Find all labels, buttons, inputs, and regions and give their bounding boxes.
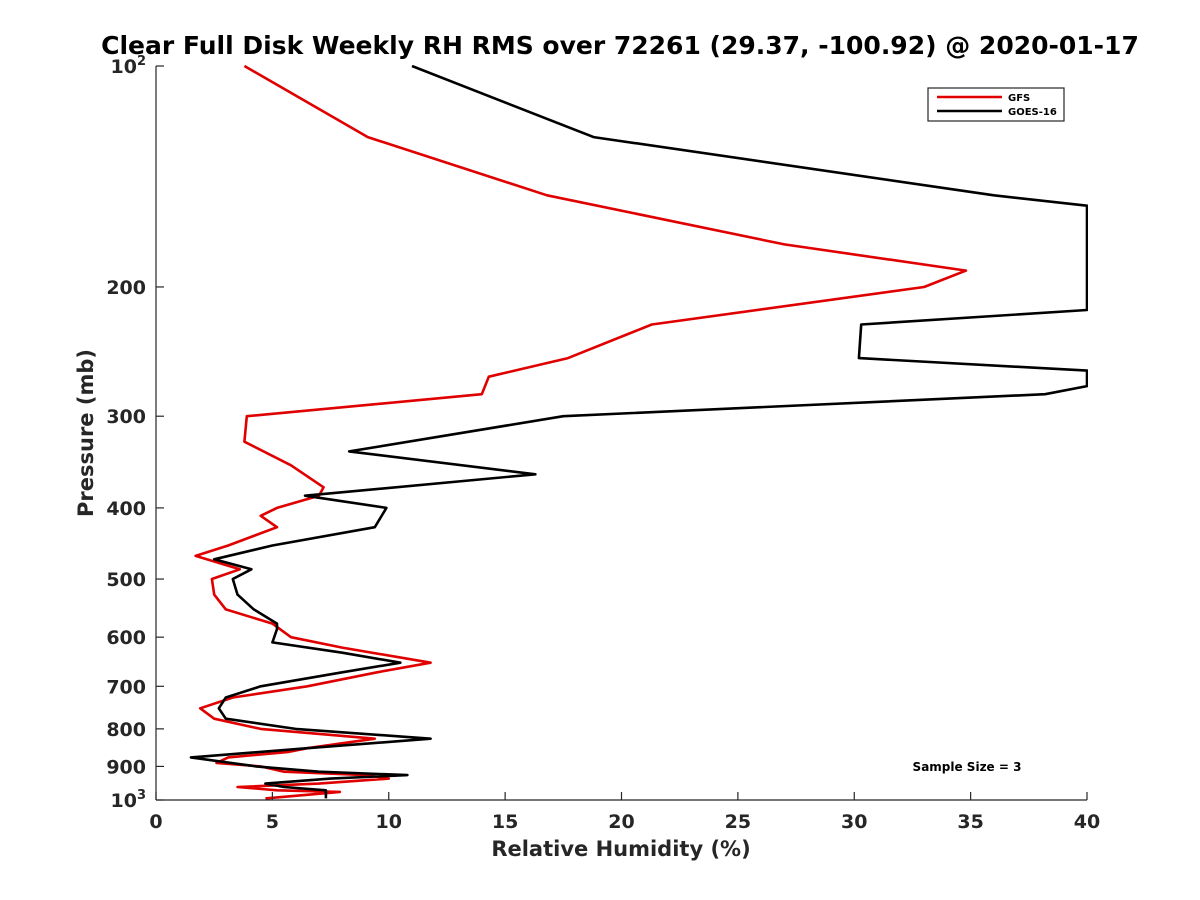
series-line-gfs bbox=[194, 65, 968, 800]
y-ticks: 102 200 300 400 500 600 700 800 900 103 bbox=[106, 54, 164, 812]
x-ticks: 0 5 10 15 20 25 30 35 40 bbox=[149, 792, 1100, 833]
x-axis-label: Relative Humidity (%) bbox=[491, 837, 750, 861]
x-tick-label: 25 bbox=[725, 811, 751, 833]
legend-box bbox=[927, 87, 1065, 122]
legend-label-goes16: GOES-16 bbox=[1008, 107, 1057, 118]
y-tick-label: 500 bbox=[106, 569, 146, 591]
x-tick-label: 20 bbox=[608, 811, 634, 833]
y-tick-label: 102 bbox=[111, 54, 147, 78]
sample-size-annotation: Sample Size = 3 bbox=[913, 760, 1022, 774]
x-tick-label: 30 bbox=[841, 811, 867, 833]
chart-title: Clear Full Disk Weekly RH RMS over 72261… bbox=[101, 31, 1139, 60]
x-tick-label: 0 bbox=[149, 811, 162, 833]
y-tick-label: 103 bbox=[111, 788, 147, 812]
y-tick-label: 600 bbox=[106, 627, 146, 649]
legend: GFS GOES-16 bbox=[927, 87, 1065, 122]
series-line-goes-16 bbox=[189, 65, 1088, 799]
y-tick-label: 900 bbox=[106, 756, 146, 778]
legend-label-gfs: GFS bbox=[1008, 93, 1030, 104]
x-tick-label: 15 bbox=[492, 811, 518, 833]
y-tick-label: 700 bbox=[106, 676, 146, 698]
plot-area bbox=[189, 65, 1088, 800]
y-tick-label: 400 bbox=[106, 498, 146, 520]
x-tick-label: 5 bbox=[266, 811, 279, 833]
y-tick-label: 300 bbox=[106, 406, 146, 428]
y-tick-label: 800 bbox=[106, 719, 146, 741]
y-axis-label: Pressure (mb) bbox=[74, 349, 98, 517]
x-tick-label: 40 bbox=[1074, 811, 1100, 833]
x-tick-label: 35 bbox=[957, 811, 983, 833]
y-tick-label: 200 bbox=[106, 277, 146, 299]
x-tick-label: 10 bbox=[376, 811, 402, 833]
